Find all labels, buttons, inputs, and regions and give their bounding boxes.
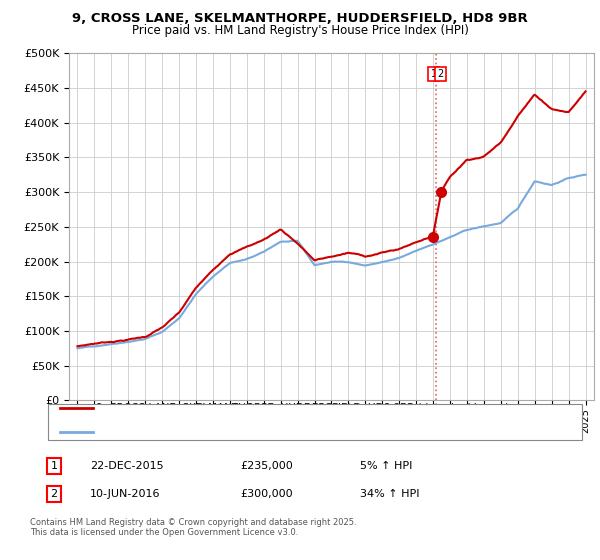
- Text: 34% ↑ HPI: 34% ↑ HPI: [360, 489, 419, 499]
- Text: 22-DEC-2015: 22-DEC-2015: [90, 461, 164, 471]
- Text: Contains HM Land Registry data © Crown copyright and database right 2025.
This d: Contains HM Land Registry data © Crown c…: [30, 518, 356, 538]
- Text: 2: 2: [50, 489, 58, 499]
- Text: 2: 2: [437, 69, 444, 79]
- Text: £235,000: £235,000: [240, 461, 293, 471]
- Text: 9, CROSS LANE, SKELMANTHORPE, HUDDERSFIELD, HD8 9BR (detached house): 9, CROSS LANE, SKELMANTHORPE, HUDDERSFIE…: [96, 403, 509, 413]
- Text: 1: 1: [50, 461, 58, 471]
- Text: 1: 1: [431, 69, 437, 79]
- Text: HPI: Average price, detached house, Kirklees: HPI: Average price, detached house, Kirk…: [96, 427, 331, 437]
- Text: 5% ↑ HPI: 5% ↑ HPI: [360, 461, 412, 471]
- Text: 10-JUN-2016: 10-JUN-2016: [90, 489, 161, 499]
- Text: 9, CROSS LANE, SKELMANTHORPE, HUDDERSFIELD, HD8 9BR: 9, CROSS LANE, SKELMANTHORPE, HUDDERSFIE…: [72, 12, 528, 25]
- Text: £300,000: £300,000: [240, 489, 293, 499]
- Text: Price paid vs. HM Land Registry's House Price Index (HPI): Price paid vs. HM Land Registry's House …: [131, 24, 469, 36]
